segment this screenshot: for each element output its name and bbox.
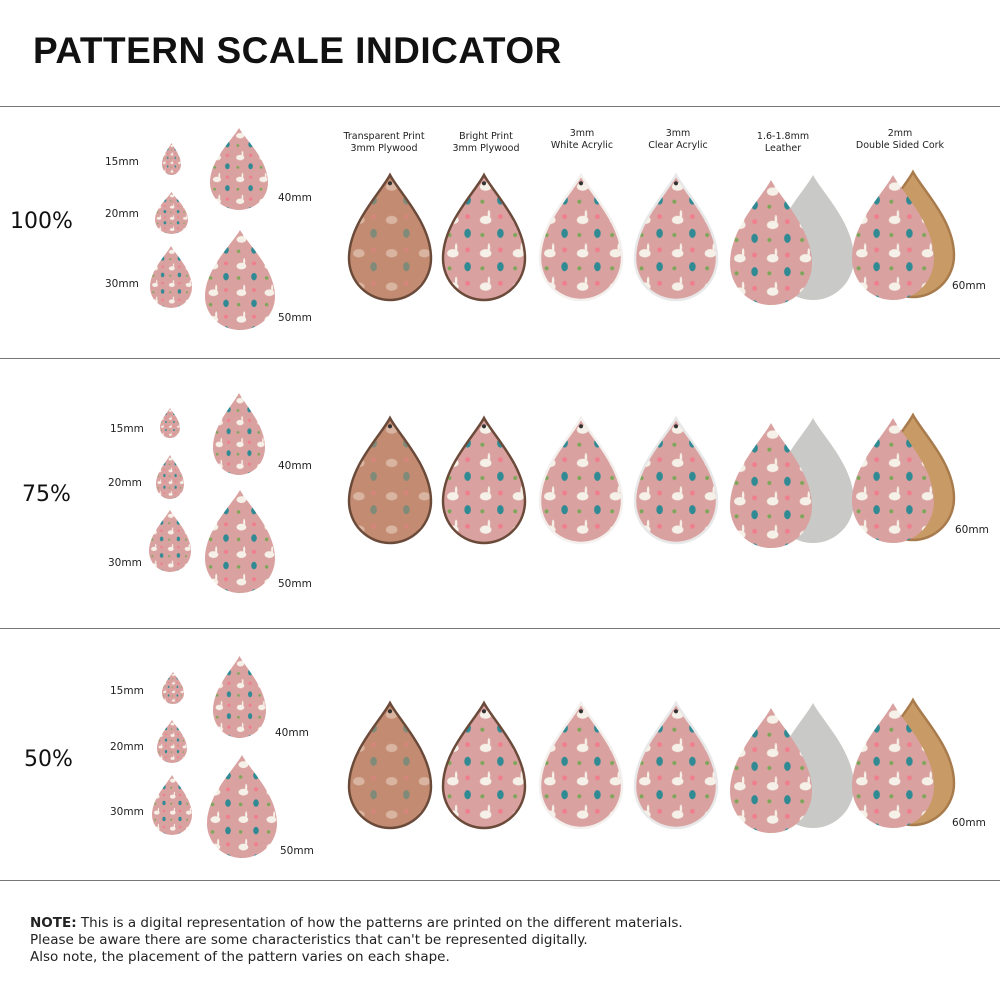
small-earring-sample [157, 720, 187, 763]
clear-acrylic-sample [633, 701, 719, 830]
size-label: 40mm [275, 727, 309, 739]
size-label: 15mm [110, 423, 144, 435]
plywood-transparent-sample [347, 173, 433, 302]
material-line1: 2mm [887, 128, 913, 139]
size-label: 40mm [278, 460, 312, 472]
divider [0, 880, 1000, 881]
scale-label: 100% [10, 209, 73, 234]
divider [0, 106, 1000, 107]
small-earring-sample [162, 143, 181, 175]
small-earring-sample [156, 455, 184, 499]
size-label: 40mm [278, 192, 312, 204]
material-line1: Transparent Print [343, 131, 425, 142]
note-label: NOTE: [30, 915, 77, 931]
size-label: 20mm [110, 741, 144, 753]
plywood-transparent-sample [347, 701, 433, 830]
small-earring-sample [149, 510, 191, 572]
clear-acrylic-sample [633, 173, 719, 302]
plywood-bright-sample [441, 416, 527, 545]
size-label: 30mm [110, 806, 144, 818]
material-line2: White Acrylic [550, 140, 614, 151]
material-line1: 3mm [569, 128, 595, 139]
small-earring-sample [205, 230, 275, 330]
size-label: 30mm [108, 557, 142, 569]
material-line2: 3mm Plywood [452, 143, 520, 154]
white-acrylic-sample [538, 416, 624, 545]
size-label: 60mm [952, 280, 986, 292]
material-line1: 1.6-1.8mm [756, 131, 810, 142]
white-acrylic-sample [538, 173, 624, 302]
plywood-bright-sample [441, 701, 527, 830]
small-earring-sample [152, 775, 192, 835]
scale-label: 75% [22, 482, 71, 507]
note-line: Also note, the placement of the pattern … [30, 949, 450, 965]
scale-label: 50% [24, 747, 73, 772]
plywood-bright-sample [441, 173, 527, 302]
note-line: Please be aware there are some character… [30, 932, 588, 948]
note-line: This is a digital representation of how … [80, 915, 683, 931]
material-header: Transparent Print 3mm Plywood [329, 131, 439, 155]
material-header: 3mm Clear Acrylic [623, 128, 733, 152]
divider [0, 358, 1000, 359]
small-earring-sample [213, 393, 265, 475]
plywood-transparent-sample [347, 416, 433, 545]
material-header: Bright Print 3mm Plywood [431, 131, 541, 155]
size-label: 20mm [108, 477, 142, 489]
size-label: 50mm [278, 578, 312, 590]
size-label: 15mm [110, 685, 144, 697]
material-header: 2mm Double Sided Cork [845, 128, 955, 152]
material-line2: Double Sided Cork [855, 140, 945, 151]
size-label: 60mm [955, 524, 989, 536]
material-line2: Leather [764, 143, 802, 154]
small-earring-sample [213, 656, 266, 738]
small-earring-sample [162, 672, 184, 704]
divider [0, 628, 1000, 629]
size-label: 15mm [105, 156, 139, 168]
material-header: 3mm White Acrylic [527, 128, 637, 152]
small-earring-sample [150, 246, 192, 308]
size-label: 50mm [280, 845, 314, 857]
material-line2: Clear Acrylic [648, 140, 708, 151]
small-earring-sample [205, 490, 275, 593]
material-line1: 3mm [665, 128, 691, 139]
small-earring-sample [160, 408, 180, 438]
size-label: 30mm [105, 278, 139, 290]
material-header: 1.6-1.8mm Leather [728, 131, 838, 155]
small-earring-sample [210, 128, 268, 210]
size-label: 20mm [105, 208, 139, 220]
clear-acrylic-sample [633, 416, 719, 545]
note: NOTE: This is a digital representation o… [30, 915, 683, 966]
small-earring-sample [155, 192, 188, 234]
size-label: 60mm [952, 817, 986, 829]
page-title: PATTERN SCALE INDICATOR [33, 30, 562, 71]
size-label: 50mm [278, 312, 312, 324]
small-earring-sample [207, 755, 277, 858]
white-acrylic-sample [538, 701, 624, 830]
material-line1: Bright Print [459, 131, 513, 142]
material-line2: 3mm Plywood [350, 143, 418, 154]
